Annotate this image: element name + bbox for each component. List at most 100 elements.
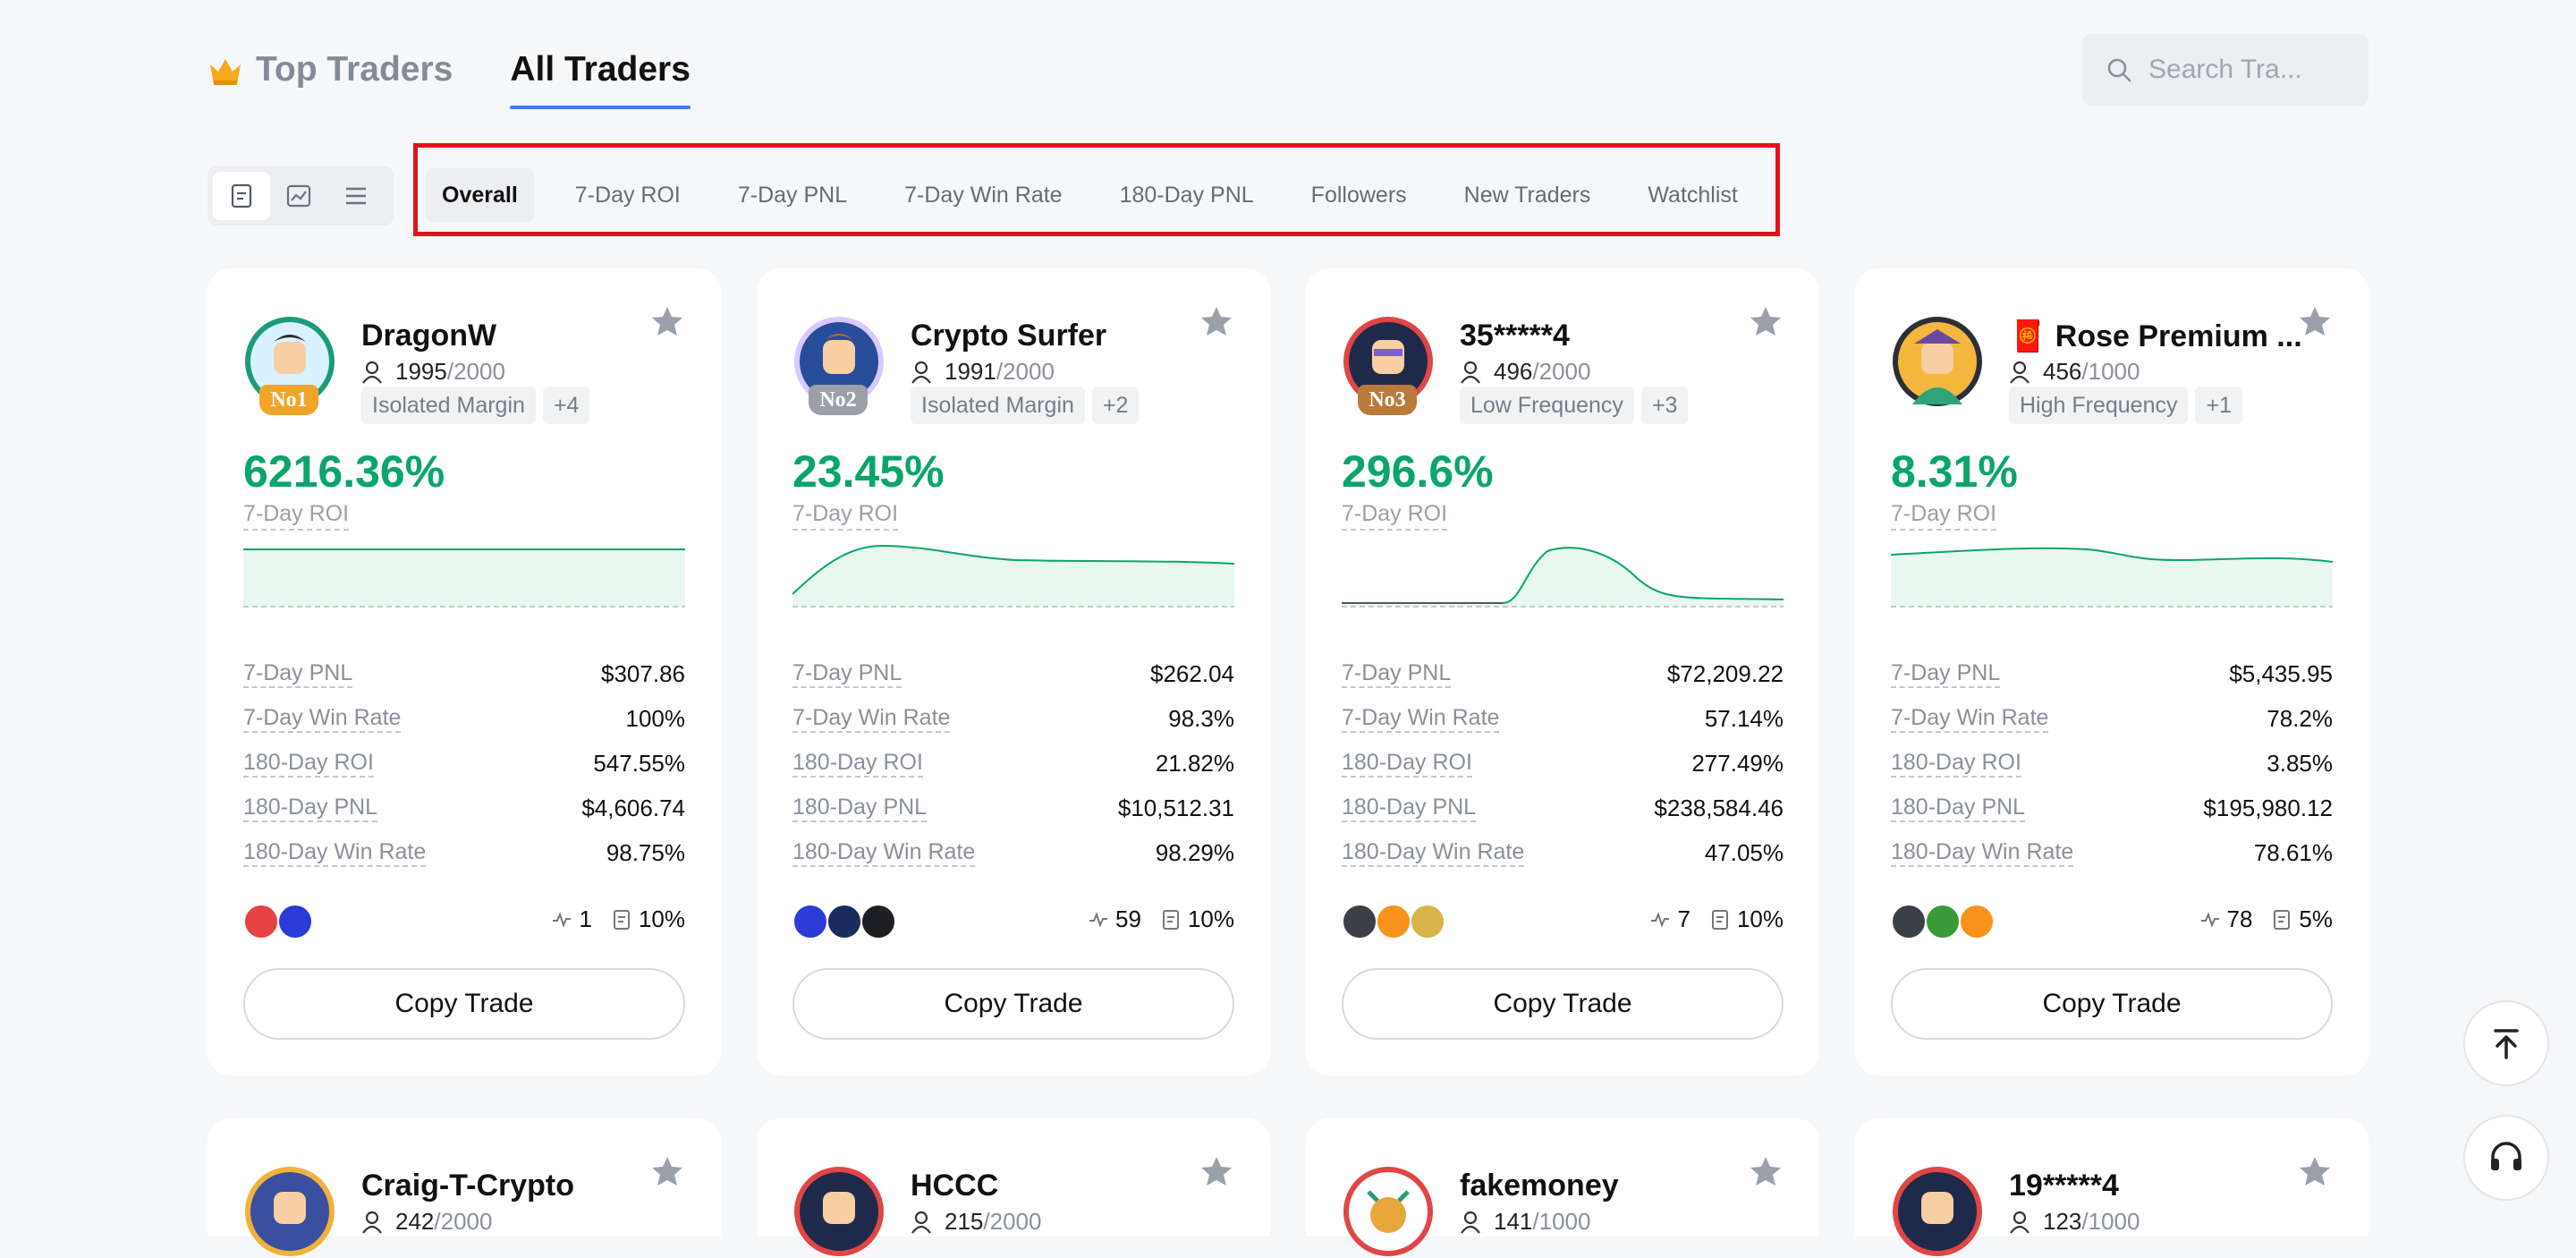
stat-row: 7-Day Win Rate 57.14% xyxy=(1342,696,1784,741)
stat-value: $5,435.95 xyxy=(2229,659,2333,687)
profit-share-icon xyxy=(2274,909,2291,930)
user-icon xyxy=(1461,1211,1480,1234)
user-icon xyxy=(2010,361,2029,384)
tag-more[interactable]: +2 xyxy=(1091,387,1140,424)
star-icon[interactable] xyxy=(2297,304,2333,340)
roi-sparkline xyxy=(792,544,1234,608)
trader-name[interactable]: DragonW xyxy=(361,319,497,353)
star-icon[interactable] xyxy=(1199,304,1234,340)
copy-trade-button[interactable]: Copy Trade xyxy=(1891,968,2333,1040)
followers-value: 215 xyxy=(945,1208,984,1235)
roi-label: 7-Day ROI xyxy=(792,501,899,531)
search-box[interactable] xyxy=(2082,34,2368,106)
copy-trade-button[interactable]: Copy Trade xyxy=(1342,968,1784,1040)
followers-max: /1000 xyxy=(2081,1208,2140,1235)
trader-avatar xyxy=(1343,1167,1433,1256)
stat-value: 78.61% xyxy=(2253,838,2333,866)
stat-row: 180-Day PNL $4,606.74 xyxy=(243,786,685,830)
star-icon[interactable] xyxy=(1748,304,1784,340)
stat-label: 180-Day PNL xyxy=(792,795,928,822)
roi-value: 23.45% xyxy=(792,446,945,497)
stat-label: 180-Day ROI xyxy=(792,750,923,778)
roi-sparkline xyxy=(1342,547,1784,608)
filter-tab-overall[interactable]: Overall xyxy=(426,168,534,222)
stat-label: 180-Day Win Rate xyxy=(1891,839,2074,867)
support-button[interactable] xyxy=(2463,1115,2549,1201)
roi-value: 296.6% xyxy=(1342,446,1494,497)
chart-view-button[interactable] xyxy=(270,172,327,220)
filter-tab-7d-pnl[interactable]: 7-Day PNL xyxy=(737,182,848,208)
rank-badge: No1 xyxy=(259,385,318,415)
follower-count: 496/2000 xyxy=(1460,358,1590,386)
list-view-button[interactable] xyxy=(327,172,385,220)
profit-share-icon xyxy=(1162,909,1179,930)
roi-sparkline xyxy=(243,548,685,608)
roi-sparkline xyxy=(1891,547,2333,608)
search-icon xyxy=(2107,58,2131,82)
filter-tab-7d-roi[interactable]: 7-Day ROI xyxy=(574,182,681,208)
trader-name[interactable]: 19*****4 xyxy=(2009,1169,2119,1203)
followers-max: /2000 xyxy=(983,1208,1042,1235)
tag: Isolated Margin xyxy=(911,387,1085,424)
activity-icon xyxy=(1651,911,1670,928)
stat-label: 180-Day PNL xyxy=(1891,795,2026,822)
filter-tab-new-traders[interactable]: New Traders xyxy=(1463,182,1591,208)
tab-top-traders[interactable]: Top Traders xyxy=(256,50,453,89)
scroll-to-top-button[interactable] xyxy=(2463,1000,2549,1086)
trader-name[interactable]: Craig-T-Crypto xyxy=(361,1169,574,1203)
trader-card[interactable]: No2 Crypto Surfer 1991/2000 Isolated Mar… xyxy=(757,268,1270,1075)
user-icon xyxy=(911,1211,931,1234)
stat-label: 7-Day PNL xyxy=(243,660,353,688)
copy-trade-button[interactable]: Copy Trade xyxy=(243,968,685,1040)
search-input[interactable] xyxy=(2147,54,2365,86)
followers-value: 1995 xyxy=(395,358,447,385)
trader-card[interactable]: HCCC 215/2000 xyxy=(757,1118,1270,1256)
trader-name[interactable]: HCCC xyxy=(911,1169,999,1203)
trader-avatar xyxy=(1893,1167,1982,1256)
stat-row: 180-Day PNL $195,980.12 xyxy=(1891,786,2333,830)
tag-more[interactable]: +1 xyxy=(2195,387,2242,424)
trader-card[interactable]: Craig-T-Crypto 242/2000 xyxy=(208,1118,721,1256)
star-icon[interactable] xyxy=(1199,1154,1234,1190)
stat-row: 7-Day PNL $307.86 xyxy=(243,651,685,696)
followers-max: /1000 xyxy=(2081,358,2140,385)
trader-card[interactable]: 🧧 Rose Premium ... 456/1000 High Frequen… xyxy=(1855,268,2368,1075)
trader-card[interactable]: No3 35*****4 496/2000 Low Frequency +3 2… xyxy=(1306,268,1819,1075)
filter-tab-7d-win-rate[interactable]: 7-Day Win Rate xyxy=(904,182,1063,208)
star-icon[interactable] xyxy=(2297,1154,2333,1190)
follower-count: 123/1000 xyxy=(2009,1208,2140,1236)
trader-card[interactable]: 19*****4 123/1000 xyxy=(1855,1118,2368,1256)
trade-count: 78 xyxy=(2226,905,2253,932)
follower-count: 242/2000 xyxy=(361,1208,492,1236)
followers-max: /2000 xyxy=(434,1208,493,1235)
star-icon[interactable] xyxy=(1748,1154,1784,1190)
tag-more[interactable]: +3 xyxy=(1640,387,1689,424)
trader-name[interactable]: fakemoney xyxy=(1460,1169,1619,1203)
filter-tab-watchlist[interactable]: Watchlist xyxy=(1648,182,1738,208)
profit-share-icon xyxy=(1711,909,1728,930)
trader-name[interactable]: 35*****4 xyxy=(1460,319,1570,353)
tag-more[interactable]: +4 xyxy=(542,387,590,424)
btc-coin-icon xyxy=(1959,904,1995,939)
stat-value: $72,209.22 xyxy=(1666,659,1784,687)
card-view-button[interactable] xyxy=(213,172,270,220)
star-icon[interactable] xyxy=(649,304,685,340)
trader-card[interactable]: No1 DragonW 1995/2000 Isolated Margin +4… xyxy=(208,268,721,1075)
star-icon[interactable] xyxy=(649,1154,685,1190)
stat-value: 547.55% xyxy=(593,749,685,777)
profit-share: 10% xyxy=(638,905,685,932)
followers-max: /2000 xyxy=(446,358,505,385)
followers-value: 496 xyxy=(1494,358,1533,385)
header-nav: Top Traders All Traders xyxy=(208,47,691,115)
filter-tab-180d-pnl[interactable]: 180-Day PNL xyxy=(1119,182,1254,208)
user-icon xyxy=(1461,361,1480,384)
trader-card[interactable]: fakemoney 141/1000 xyxy=(1306,1118,1819,1256)
trader-name[interactable]: Crypto Surfer xyxy=(911,319,1107,353)
roi-label: 7-Day ROI xyxy=(243,501,350,531)
filter-tab-followers[interactable]: Followers xyxy=(1310,182,1407,208)
copy-trade-button[interactable]: Copy Trade xyxy=(792,968,1234,1040)
tab-all-traders[interactable]: All Traders xyxy=(510,50,691,109)
ena-coin-icon xyxy=(277,904,313,939)
trader-name[interactable]: 🧧 Rose Premium ... xyxy=(2009,319,2302,353)
stat-row: 180-Day ROI 21.82% xyxy=(792,741,1234,786)
